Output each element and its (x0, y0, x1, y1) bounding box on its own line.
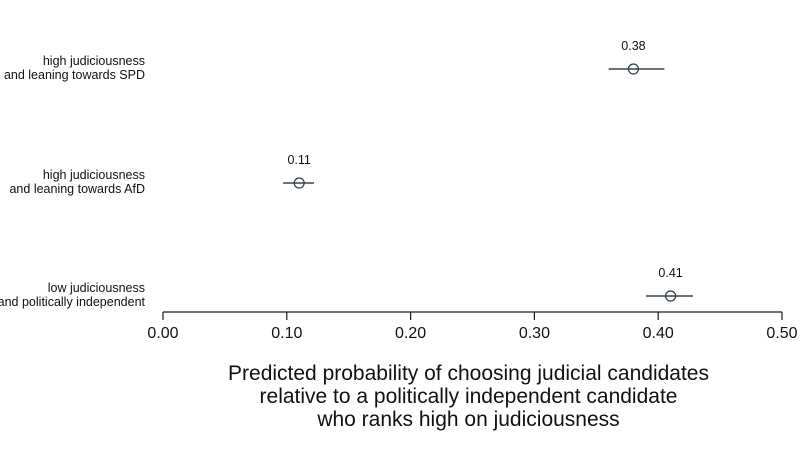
category-label-line1: low judiciousness (48, 281, 145, 295)
x-axis-title-line: who ranks high on judiciousness (316, 408, 619, 431)
x-axis: 0.00 0.10 0.20 0.30 0.40 0.50 (147, 311, 798, 342)
x-tick-label: 0.40 (643, 325, 674, 342)
category-label-line1: high judiciousness (43, 168, 145, 182)
x-tick-label: 0.20 (395, 325, 426, 342)
x-tick-label: 0.00 (147, 325, 178, 342)
x-axis-title-line: relative to a politically independent ca… (260, 385, 678, 408)
data-points: 0.38 0.11 0.41 (283, 39, 693, 302)
point-estimate-marker (293, 177, 305, 189)
data-label: 0.38 (621, 39, 645, 53)
category-label-line2: and leaning towards AfD (9, 182, 145, 196)
x-axis-title: Predicted probability of choosing judici… (228, 362, 709, 431)
x-tick-label: 0.50 (766, 325, 797, 342)
data-label: 0.11 (287, 153, 310, 167)
x-axis-title-line: Predicted probability of choosing judici… (228, 362, 709, 385)
point-estimate-marker (664, 290, 677, 302)
point-estimate-marker (627, 63, 640, 75)
category-label-line2: and politically independent (0, 295, 146, 309)
data-label: 0.41 (658, 266, 682, 280)
category-label-line1: high judiciousness (43, 54, 145, 68)
category-label-line2: and leaning towards SPD (4, 68, 145, 82)
x-tick-label: 0.30 (519, 325, 550, 342)
x-tick-label: 0.10 (271, 325, 302, 342)
